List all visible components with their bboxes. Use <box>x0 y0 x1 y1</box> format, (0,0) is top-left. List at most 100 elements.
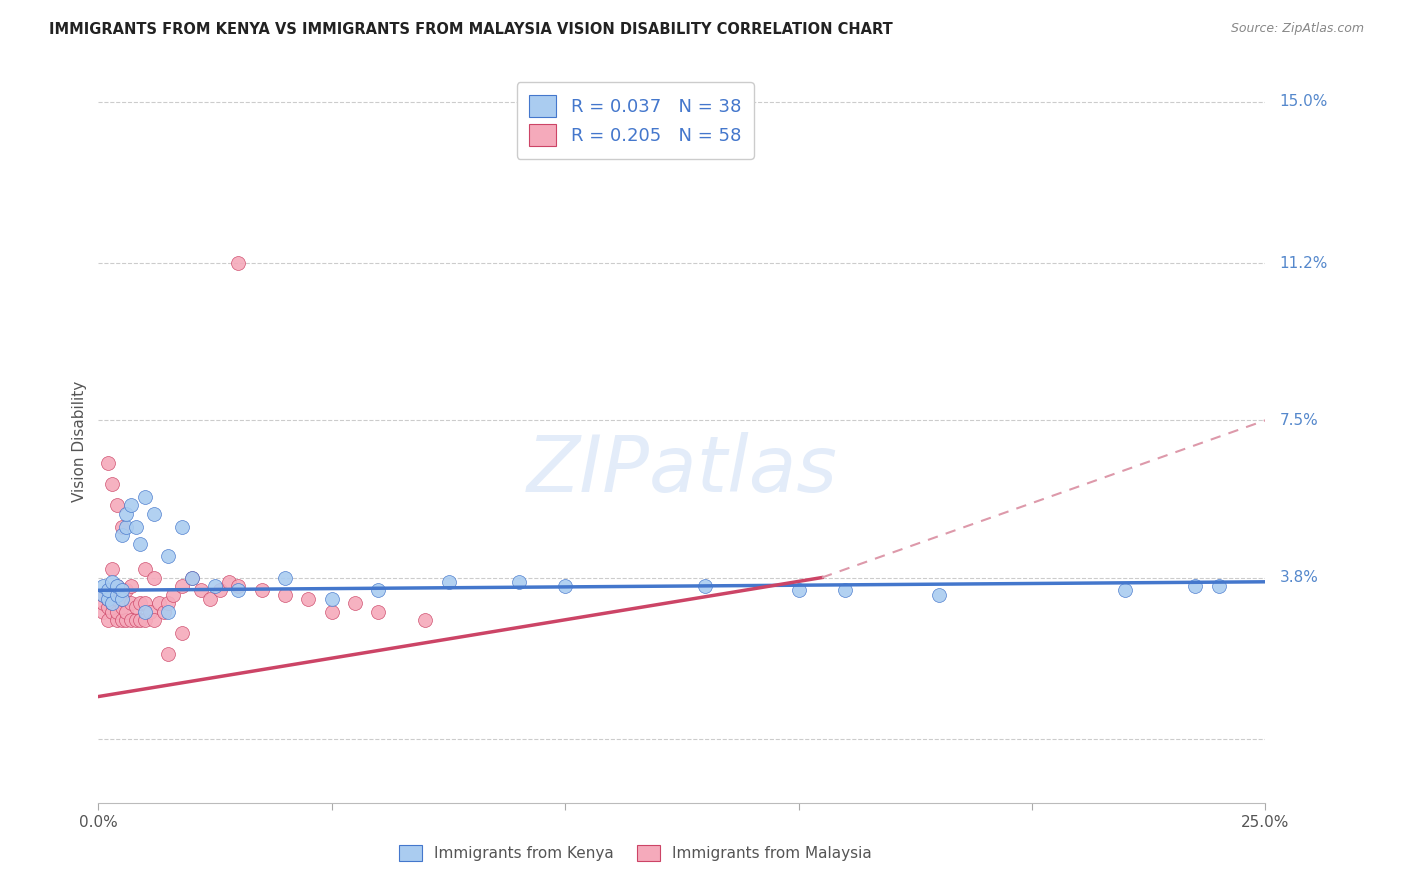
Point <box>172 579 194 593</box>
Point <box>157 596 180 610</box>
Point <box>321 605 343 619</box>
Point <box>111 591 134 606</box>
Point <box>508 574 530 589</box>
Point <box>115 605 138 619</box>
Text: ZIPatlas: ZIPatlas <box>526 433 838 508</box>
Text: 7.5%: 7.5% <box>1279 413 1319 428</box>
Point <box>111 613 134 627</box>
Point <box>115 519 138 533</box>
Point <box>111 591 134 606</box>
Point <box>105 588 128 602</box>
Point <box>152 605 174 619</box>
Point <box>928 588 950 602</box>
Point <box>101 477 124 491</box>
Point <box>115 507 138 521</box>
Point <box>134 490 156 504</box>
Point <box>120 498 142 512</box>
Point <box>162 588 184 602</box>
Point <box>105 579 128 593</box>
Point <box>134 596 156 610</box>
Point <box>101 596 124 610</box>
Point <box>97 613 120 627</box>
Text: 15.0%: 15.0% <box>1279 94 1327 109</box>
Point <box>91 596 114 610</box>
Point <box>344 596 367 610</box>
Point <box>101 588 124 602</box>
Point <box>91 605 114 619</box>
Point <box>105 579 128 593</box>
Point <box>143 613 166 627</box>
Point <box>204 579 226 593</box>
Point <box>105 591 128 606</box>
Point <box>208 583 231 598</box>
Point <box>97 591 120 606</box>
Y-axis label: Vision Disability: Vision Disability <box>72 381 87 502</box>
Point <box>148 596 170 610</box>
Point <box>129 536 152 550</box>
Point <box>157 605 180 619</box>
Point <box>111 600 134 615</box>
Text: 11.2%: 11.2% <box>1279 255 1327 270</box>
Text: IMMIGRANTS FROM KENYA VS IMMIGRANTS FROM MALAYSIA VISION DISABILITY CORRELATION : IMMIGRANTS FROM KENYA VS IMMIGRANTS FROM… <box>49 22 893 37</box>
Point <box>180 570 202 584</box>
Point <box>190 583 212 598</box>
Point <box>91 588 114 602</box>
Text: 3.8%: 3.8% <box>1279 570 1319 585</box>
Point <box>129 596 152 610</box>
Point <box>134 562 156 576</box>
Point <box>143 570 166 584</box>
Point <box>437 574 460 589</box>
Point <box>143 507 166 521</box>
Point <box>120 596 142 610</box>
Point <box>97 583 120 598</box>
Point <box>105 605 128 619</box>
Text: Source: ZipAtlas.com: Source: ZipAtlas.com <box>1230 22 1364 36</box>
Point <box>139 605 162 619</box>
Point <box>115 613 138 627</box>
Point <box>1184 579 1206 593</box>
Point <box>120 579 142 593</box>
Point <box>115 583 138 598</box>
Point <box>200 591 222 606</box>
Point <box>554 579 576 593</box>
Point <box>101 562 124 576</box>
Point <box>413 613 436 627</box>
Point <box>180 570 202 584</box>
Point <box>695 579 717 593</box>
Point <box>297 591 319 606</box>
Point <box>91 588 114 602</box>
Point <box>134 613 156 627</box>
Point <box>125 519 148 533</box>
Point <box>120 613 142 627</box>
Point <box>228 579 250 593</box>
Point <box>101 605 124 619</box>
Point <box>134 605 156 619</box>
Point <box>367 605 389 619</box>
Point <box>274 588 297 602</box>
Point <box>172 625 194 640</box>
Point <box>125 600 148 615</box>
Point <box>157 549 180 564</box>
Point <box>787 583 810 598</box>
Point <box>834 583 856 598</box>
Point <box>111 519 134 533</box>
Point <box>97 456 120 470</box>
Point <box>172 519 194 533</box>
Point <box>218 574 240 589</box>
Point <box>105 498 128 512</box>
Legend: Immigrants from Kenya, Immigrants from Malaysia: Immigrants from Kenya, Immigrants from M… <box>392 839 877 867</box>
Point <box>367 583 389 598</box>
Point <box>91 579 114 593</box>
Point <box>274 570 297 584</box>
Point <box>1114 583 1136 598</box>
Point <box>111 528 134 542</box>
Point <box>157 647 180 661</box>
Point <box>228 583 250 598</box>
Point <box>321 591 343 606</box>
Point <box>1208 579 1230 593</box>
Point <box>111 583 134 598</box>
Point <box>97 583 120 598</box>
Point <box>125 613 148 627</box>
Point <box>250 583 273 598</box>
Point <box>101 574 124 589</box>
